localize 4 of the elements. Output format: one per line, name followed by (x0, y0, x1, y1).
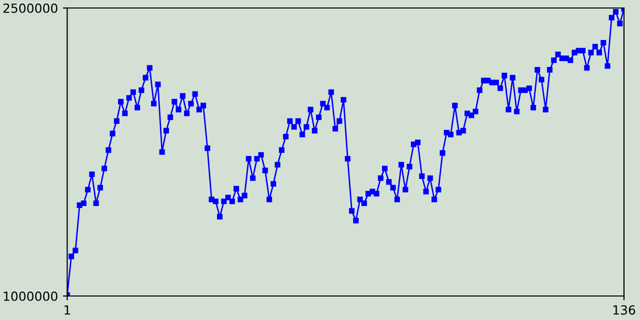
x-tick-label: 1 (64, 305, 70, 315)
y-tick-label: 2500000 (3, 3, 58, 13)
x-tick-label: 136 (613, 305, 636, 315)
y-tick-label: 1000000 (4, 291, 58, 301)
